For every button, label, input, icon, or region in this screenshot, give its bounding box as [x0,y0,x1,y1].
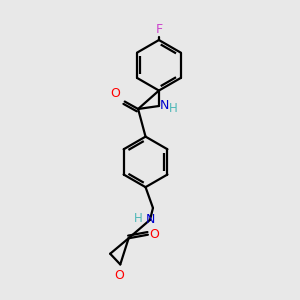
Text: F: F [155,23,163,37]
Text: N: N [160,99,170,112]
Text: O: O [110,87,120,101]
Text: H: H [134,212,143,225]
Text: O: O [115,269,124,283]
Text: O: O [150,228,160,241]
Text: N: N [145,213,155,226]
Text: H: H [169,102,178,115]
